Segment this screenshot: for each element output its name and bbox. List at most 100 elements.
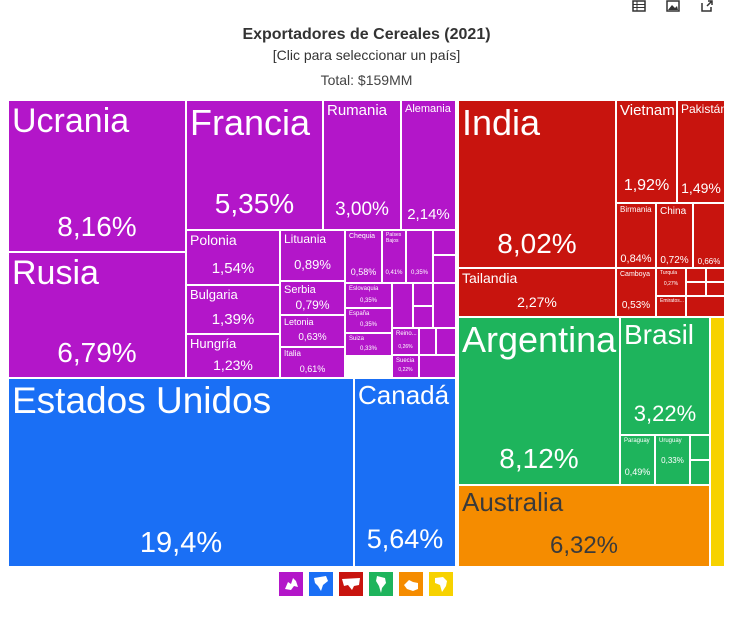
treemap-cell-small[interactable] [413, 283, 433, 306]
treemap-cell-birmania[interactable]: Birmania 0,84% [616, 203, 656, 268]
legend-africa[interactable] [429, 572, 453, 596]
cell-value: 0,41% [385, 270, 403, 276]
south-america-icon [376, 576, 386, 593]
treemap-cell-14[interactable]: 0,35% [406, 230, 433, 283]
treemap-cell-paraguay[interactable]: Paraguay 0,49% [620, 435, 655, 485]
table-icon[interactable] [632, 0, 646, 12]
cell-value: 0,27% [663, 281, 679, 287]
treemap-cell-lituania[interactable]: Lituania 0,89% [280, 230, 345, 281]
cell-value: 3,22% [633, 401, 697, 426]
treemap-cell-espana[interactable]: España 0,35% [345, 308, 392, 333]
share-icon[interactable] [700, 0, 714, 12]
cell-value: 8,12% [499, 443, 579, 474]
cell-value: 0,66% [697, 257, 721, 266]
treemap-cell-letonia[interactable]: Letonia 0,63% [280, 315, 345, 347]
cell-name: Uruguay [659, 438, 682, 444]
cell-name: Turquía [660, 270, 678, 276]
cell-value: 0,58% [350, 267, 377, 277]
cell-name: Suiza [349, 336, 365, 342]
cell-value: 1,54% [211, 260, 255, 277]
legend-europe[interactable] [279, 572, 303, 596]
treemap-cell-francia[interactable]: Francia 5,35% [186, 100, 323, 230]
treemap-cell-reino[interactable]: Reino... 0,26% [392, 328, 419, 355]
treemap-cell-africa[interactable] [710, 317, 725, 567]
cell-value: 0,49% [624, 467, 651, 477]
treemap-cell-ucrania[interactable]: Ucrania 8,16% [8, 100, 186, 252]
treemap-cell-small[interactable] [706, 282, 725, 296]
treemap-cell-china[interactable]: China 0,72% [656, 203, 693, 268]
treemap-cell-small[interactable] [436, 328, 456, 355]
treemap-cell-small[interactable] [433, 230, 456, 255]
treemap-cell-rusia[interactable]: Rusia 6,79% [8, 252, 186, 378]
chart-title: Exportadores de Cereales (2021) [242, 26, 491, 43]
treemap-cell-small[interactable] [706, 268, 725, 282]
legend-north-america[interactable] [309, 572, 333, 596]
treemap-cell-small[interactable] [419, 328, 436, 355]
treemap-cell-paises-bajos[interactable]: Países Bajos 0,41% [382, 230, 406, 283]
treemap-cell-india[interactable]: India 8,02% [458, 100, 616, 268]
north-america-icon [314, 576, 328, 591]
treemap-cell-italia[interactable]: Italia 0,61% [280, 347, 345, 378]
legend-oceania[interactable] [399, 572, 423, 596]
chart-subtitle: [Clic para seleccionar un país] [272, 47, 461, 63]
cell-value: 8,02% [497, 228, 577, 259]
legend-asia[interactable] [339, 572, 363, 596]
treemap-cell-bulgaria[interactable]: Bulgaria 1,39% [186, 285, 280, 334]
treemap-cell-hungria[interactable]: Hungría 1,23% [186, 334, 280, 378]
treemap-cell-small[interactable] [686, 282, 706, 296]
cell-name: Suecia [396, 358, 415, 364]
cell-name: Pakistán [681, 102, 725, 116]
treemap-cell-estados-unidos[interactable]: Estados Unidos 19,4% [8, 378, 354, 567]
treemap-cell-argentina[interactable]: Argentina 8,12% [458, 317, 620, 485]
treemap-cell-vietnam[interactable]: Vietnam 1,92% [616, 100, 677, 203]
cell-name: Rusia [12, 254, 99, 292]
treemap-cell-brasil[interactable]: Brasil 3,22% [620, 317, 710, 435]
oceania-icon [404, 580, 418, 591]
treemap-cell-canada[interactable]: Canadá 5,64% [354, 378, 456, 567]
cell-name: Vietnam [620, 102, 675, 119]
treemap-cell-suiza[interactable]: Suiza 0,33% [345, 333, 392, 356]
treemap-cell-rumania[interactable]: Rumania 3,00% [323, 100, 401, 230]
cell-value: 0,35% [359, 322, 377, 328]
treemap-cell-uruguay[interactable]: Uruguay 0,33% [655, 435, 690, 485]
treemap-cell-suecia[interactable]: Suecia 0,22% [392, 355, 419, 378]
treemap-cell-eslovaquia[interactable]: Eslovaquia 0,35% [345, 283, 392, 308]
treemap-cell-serbia[interactable]: Serbia 0,79% [280, 281, 345, 315]
treemap-cell-australia[interactable]: Australia 6,32% [458, 485, 710, 567]
treemap-cell-tailandia[interactable]: Tailandia 2,27% [458, 268, 616, 317]
cell-value: 0,63% [298, 332, 327, 343]
cell-name: Australia [462, 487, 564, 517]
treemap-cell-alemania[interactable]: Alemania 2,14% [401, 100, 456, 230]
treemap-cell-pakistan[interactable]: Pakistán 1,49% [677, 100, 725, 203]
cell-value: 19,4% [139, 527, 223, 559]
treemap-cell-28[interactable]: 0,66% [693, 203, 725, 268]
cell-name: Chequia [349, 233, 376, 240]
cell-value: 0,26% [398, 344, 413, 350]
treemap-cell-turquia[interactable]: Turquía 0,27% [656, 268, 686, 296]
treemap-cell-small[interactable] [392, 283, 413, 328]
treemap-cell-polonia[interactable]: Polonia 1,54% [186, 230, 280, 285]
legend-south-america[interactable] [369, 572, 393, 596]
treemap-cell-small[interactable] [690, 435, 710, 460]
treemap-cell-small[interactable] [686, 268, 706, 282]
cell-name: España [349, 311, 370, 317]
cell-name: Brasil [624, 319, 695, 350]
cell-name: Tailandia [462, 270, 518, 286]
treemap-cell-small[interactable] [433, 255, 456, 283]
treemap-cell-emiratos[interactable]: Emiratos... [656, 296, 686, 317]
treemap-cell-small[interactable] [686, 296, 725, 317]
treemap-cell-small[interactable] [419, 355, 456, 378]
treemap-cell-chequia[interactable]: Chequia 0,58% [345, 230, 382, 283]
cell-value: 1,39% [211, 311, 255, 328]
treemap-cell-small[interactable] [433, 283, 456, 328]
treemap-cell-small[interactable] [690, 460, 710, 485]
cell-value: 0,84% [620, 253, 652, 265]
cell-value: 8,16% [57, 211, 137, 242]
treemap-cell-camboya[interactable]: Camboya 0,53% [616, 268, 656, 317]
cell-value: 3,00% [335, 199, 389, 220]
treemap-cell-small[interactable] [413, 306, 433, 328]
image-icon[interactable] [666, 0, 680, 12]
cell-value: 2,27% [517, 294, 557, 310]
cell-name: Letonia [284, 317, 314, 327]
cell-name: Alemania [405, 103, 451, 115]
